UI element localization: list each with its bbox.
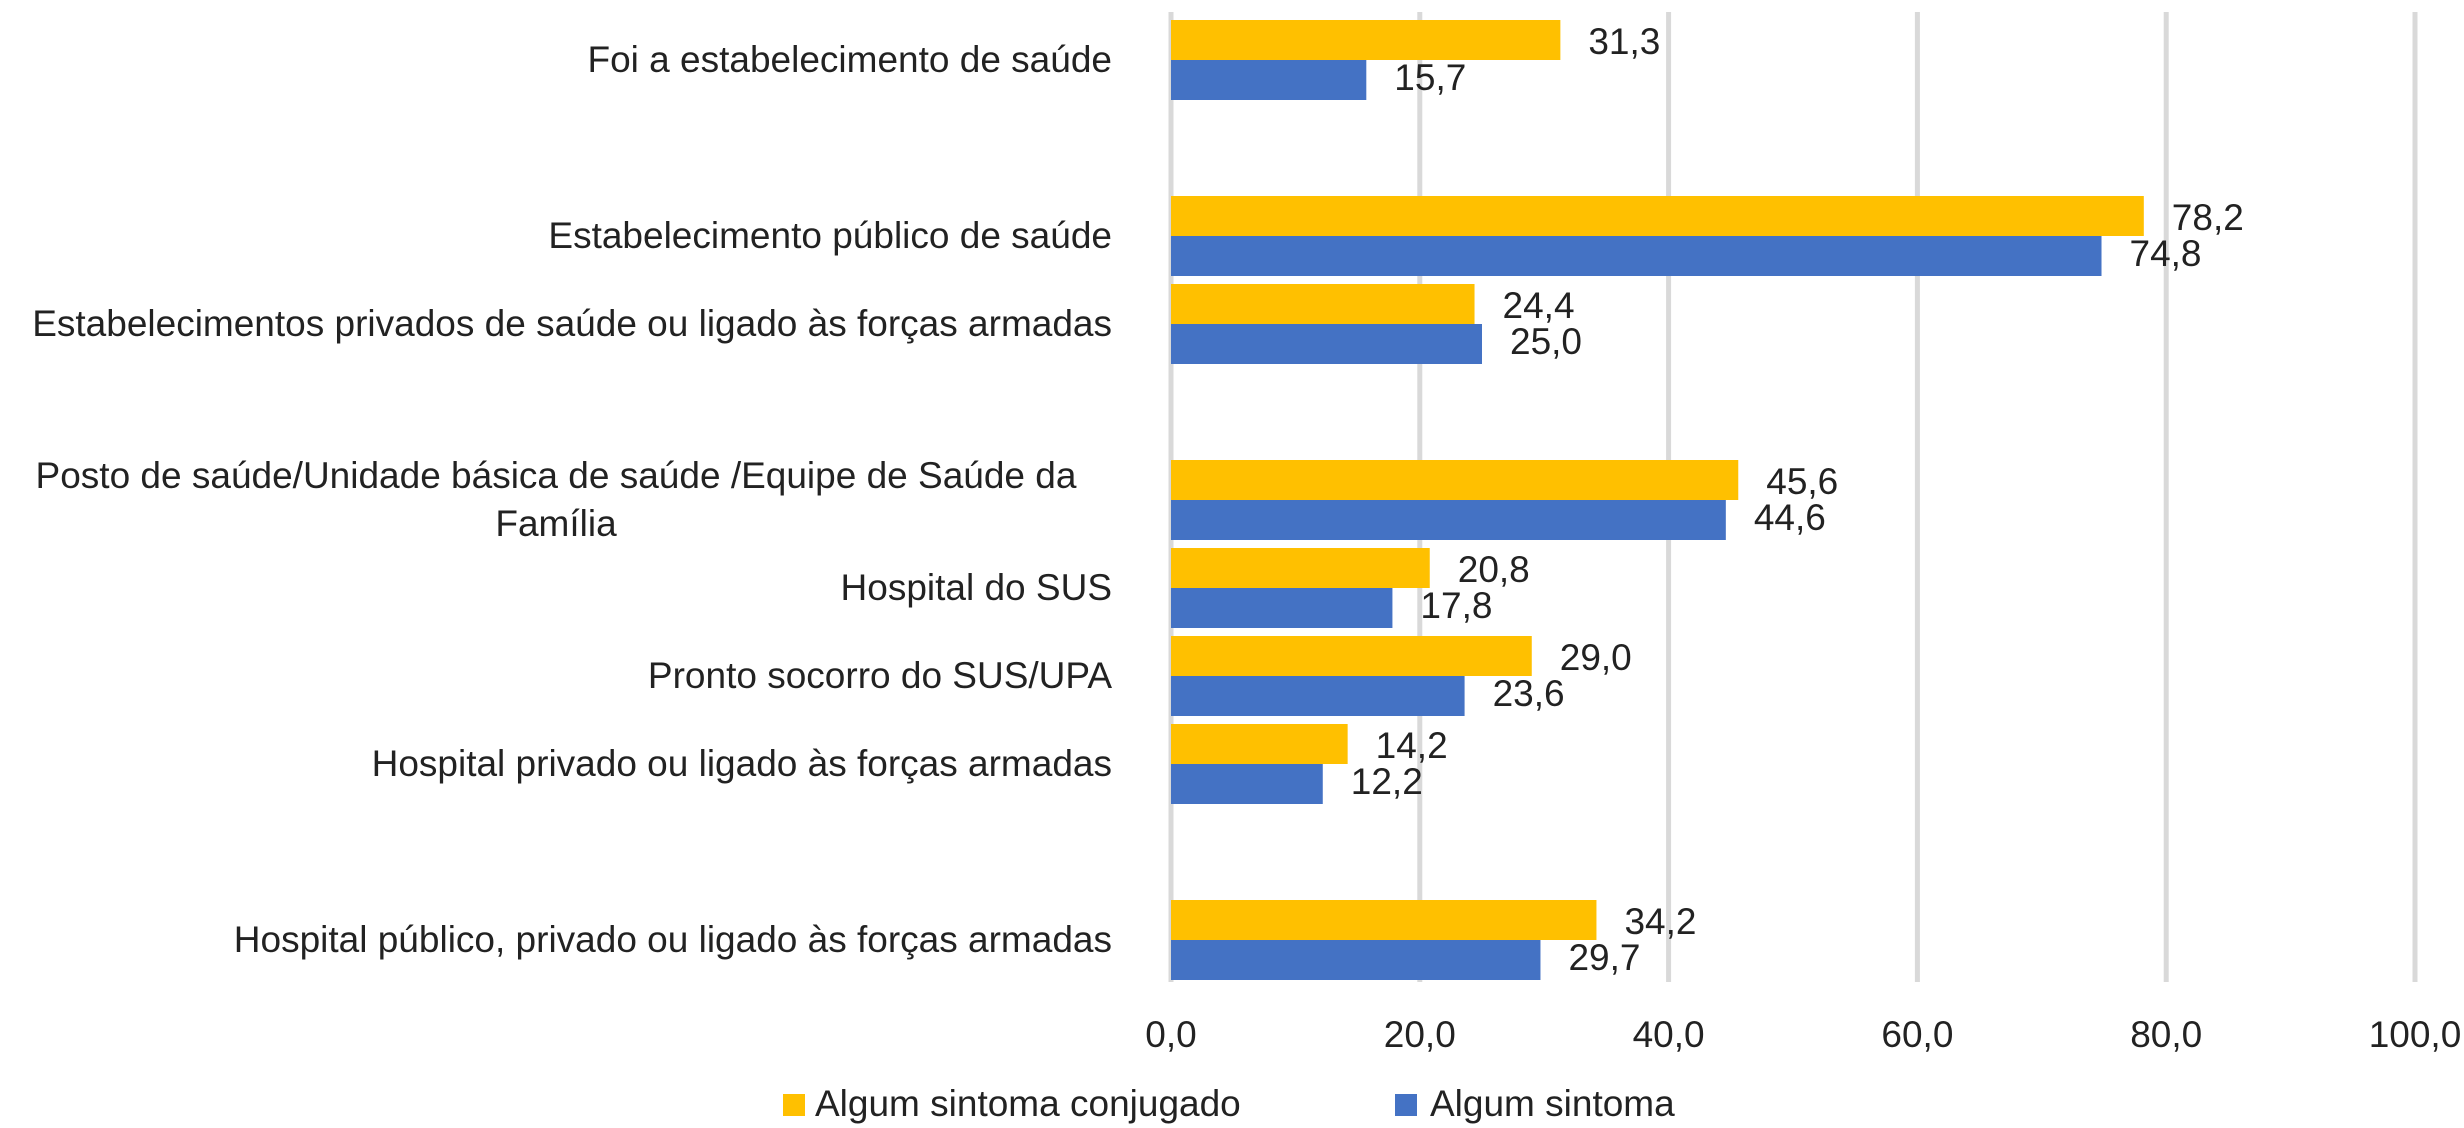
- value-label: 20,8: [1458, 549, 1530, 590]
- legend-label: Algum sintoma conjugado: [815, 1083, 1241, 1124]
- bar: [1171, 500, 1726, 540]
- category-text: Estabelecimentos privados de saúde ou li…: [32, 303, 1112, 344]
- value-label: 78,2: [2172, 197, 2244, 238]
- category-text: Estabelecimento público de saúde: [548, 215, 1112, 256]
- category-label: Estabelecimentos privados de saúde ou li…: [0, 300, 1112, 348]
- x-tick-label: 40,0: [1633, 1014, 1705, 1055]
- category-label: Estabelecimento público de saúde: [0, 212, 1112, 260]
- category-text: Hospital público, privado ou ligado às f…: [233, 919, 1112, 960]
- x-tick-label: 100,0: [2369, 1014, 2462, 1055]
- bar: [1171, 284, 1475, 324]
- category-label: Hospital privado ou ligado às forças arm…: [0, 740, 1112, 788]
- value-label: 12,2: [1351, 761, 1423, 802]
- value-label: 15,7: [1394, 57, 1466, 98]
- value-label: 29,0: [1560, 637, 1632, 678]
- legend-label: Algum sintoma: [1430, 1083, 1675, 1124]
- bar: [1171, 900, 1597, 940]
- value-label: 44,6: [1754, 497, 1826, 538]
- value-label: 34,2: [1624, 901, 1696, 942]
- bar: [1171, 196, 2144, 236]
- legend-swatch: [1395, 1094, 1417, 1116]
- category-text: Pronto socorro do SUS/UPA: [647, 655, 1112, 696]
- bar: [1171, 20, 1561, 60]
- bar: [1171, 588, 1393, 628]
- value-label: 17,8: [1420, 585, 1492, 626]
- bar: [1171, 548, 1430, 588]
- bar: [1171, 636, 1532, 676]
- value-label: 14,2: [1376, 725, 1448, 766]
- value-label: 23,6: [1493, 673, 1565, 714]
- category-text: Foi a estabelecimento de saúde: [587, 39, 1112, 80]
- bar: [1171, 324, 1482, 364]
- bar: [1171, 764, 1323, 804]
- bar: [1171, 940, 1541, 980]
- value-label: 24,4: [1503, 285, 1575, 326]
- category-label: Posto de saúde/Unidade básica de saúde /…: [0, 452, 1112, 548]
- category-text: Hospital privado ou ligado às forças arm…: [371, 743, 1112, 784]
- x-tick-label: 0,0: [1145, 1014, 1196, 1055]
- bar: [1171, 60, 1367, 100]
- x-tick-label: 60,0: [1881, 1014, 1953, 1055]
- bar: [1171, 236, 2102, 276]
- category-label: Foi a estabelecimento de saúde: [0, 36, 1112, 84]
- legend-swatch: [783, 1094, 805, 1116]
- bar: [1171, 724, 1348, 764]
- category-label: Hospital do SUS: [0, 564, 1112, 612]
- category-label: Pronto socorro do SUS/UPA: [0, 652, 1112, 700]
- value-label: 45,6: [1766, 461, 1838, 502]
- x-tick-label: 20,0: [1384, 1014, 1456, 1055]
- category-text: Posto de saúde/Unidade básica de saúde /…: [35, 455, 1077, 544]
- category-text: Hospital do SUS: [840, 567, 1112, 608]
- category-label: Hospital público, privado ou ligado às f…: [0, 916, 1112, 964]
- value-label: 74,8: [2130, 233, 2202, 274]
- bar: [1171, 460, 1739, 500]
- value-label: 25,0: [1510, 321, 1582, 362]
- bar: [1171, 676, 1465, 716]
- x-tick-label: 80,0: [2130, 1014, 2202, 1055]
- value-label: 31,3: [1588, 21, 1660, 62]
- value-label: 29,7: [1568, 937, 1640, 978]
